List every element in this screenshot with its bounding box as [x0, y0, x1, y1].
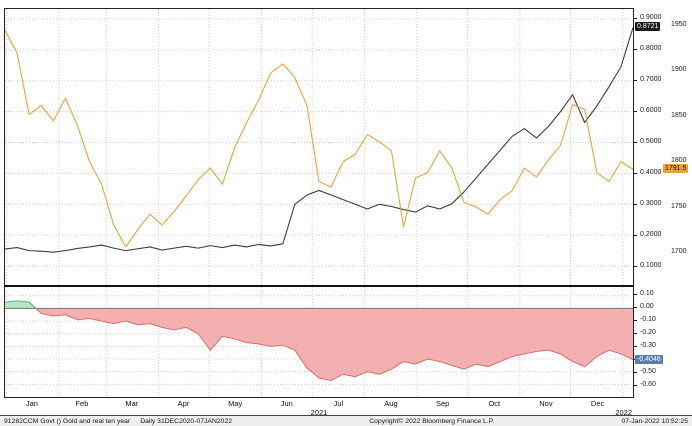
timestamp-text: 07-Jan-2022 10:52:25: [621, 417, 688, 425]
last-value-badge-gold: 1791.5: [663, 163, 689, 173]
axis-tick-mark: [634, 49, 637, 50]
status-bar: 91282CCM Govt () Gold and real ten year D…: [0, 415, 692, 426]
pct-axis-tick-label: 0.8000: [640, 45, 662, 52]
copyright-text: Copyright© 2022 Bloomberg Finance L.P.: [369, 417, 495, 425]
right-axis-bottom: 0.100.00-0.10-0.20-0.30-0.40-0.50-0.60: [634, 285, 692, 398]
axis-tick-mark: [634, 266, 637, 267]
right-axis-top: 0.9000 0.8000 0.7000 0.6000 0.5000 0.4000 0.30…: [634, 8, 692, 285]
month-label-jul: Jul: [333, 399, 344, 408]
axis-tick-mark: [634, 235, 637, 236]
pct-axis-tick-label: 0.7000: [640, 76, 662, 83]
axis-tick-mark: [634, 111, 637, 112]
last-value-badge-spread: -0.4046: [635, 354, 663, 364]
bottom-chart-canvas[interactable]: [5, 287, 633, 397]
axis-tick-mark: [634, 142, 637, 143]
spread-axis-tick-label: 0.00: [640, 303, 654, 310]
status-left-group: 91282CCM Govt () Gold and real ten year D…: [4, 418, 242, 425]
pct-axis-tick-label: 0.5000: [640, 138, 662, 145]
gold-axis-tick-label: 1850: [671, 111, 687, 119]
x-axis-month-labels: Jan Feb Mar Apr May Jun Jul Aug Sep Oct Nov Dec: [4, 399, 634, 408]
month-label-may: May: [228, 399, 243, 408]
month-label-feb: Feb: [75, 399, 89, 408]
pct-axis-tick-label: 0.9000: [640, 14, 662, 21]
gold-axis-tick-label: 1800: [671, 157, 687, 165]
security-description: 91282CCM Govt () Gold and real ten year: [4, 417, 131, 425]
spread-axis-tick-label: -0.60: [640, 381, 656, 388]
axis-tick-mark: [634, 346, 637, 347]
top-chart-canvas[interactable]: [5, 9, 633, 285]
x-axis-year-labels: 2021 2022: [4, 408, 634, 417]
pct-axis-tick-label: 0.4000: [640, 169, 662, 176]
pct-axis-tick-label: 0.6000: [640, 107, 662, 114]
gold-axis-tick-label: 1700: [671, 248, 687, 255]
gold-axis-tick-label: 1750: [671, 202, 687, 210]
year-label-2022: 2022: [615, 408, 632, 417]
top-price-panel[interactable]: [4, 8, 634, 285]
axis-tick-mark: [634, 385, 637, 386]
axis-tick-mark: [634, 294, 637, 295]
month-label-apr: Apr: [177, 399, 190, 408]
month-label-sep: Sep: [435, 399, 450, 408]
pct-axis-tick-label: 0.2000: [640, 231, 662, 238]
axis-tick-mark: [634, 372, 637, 373]
axis-tick-mark: [634, 204, 637, 205]
year-label-2021: 2021: [310, 408, 328, 417]
pct-axis-tick-label: 0.1000: [640, 262, 662, 269]
month-label-mar: Mar: [125, 399, 139, 408]
gold-axis-tick-label: 1950: [671, 21, 687, 28]
month-label-jun: Jun: [280, 399, 293, 408]
month-label-jan: Jan: [25, 399, 38, 408]
axis-tick-mark: [634, 333, 637, 334]
gold-axis-tick-label: 1900: [671, 66, 687, 74]
spread-axis-tick-label: -0.50: [640, 368, 656, 375]
month-label-oct: Oct: [488, 399, 501, 408]
bottom-spread-panel[interactable]: [4, 285, 634, 398]
spread-axis-tick-label: -0.10: [640, 316, 656, 323]
axis-tick-mark: [634, 18, 637, 19]
month-label-aug: Aug: [384, 399, 398, 408]
pct-axis-tick-label: 0.3000: [640, 200, 662, 207]
spread-axis-tick-label: 0.10: [640, 290, 654, 297]
month-label-dec: Dec: [590, 399, 605, 408]
month-label-nov: Nov: [539, 399, 553, 408]
periodicity-range: Daily 31DEC2020-07JAN2022: [140, 417, 232, 425]
axis-tick-mark: [634, 173, 637, 174]
axis-tick-mark: [634, 320, 637, 321]
spread-axis-tick-label: -0.30: [640, 342, 656, 349]
axis-tick-mark: [634, 80, 637, 81]
spread-axis-tick-label: -0.20: [640, 329, 656, 336]
last-value-badge-black: 0.8721: [635, 21, 661, 31]
axis-tick-mark: [634, 307, 637, 308]
